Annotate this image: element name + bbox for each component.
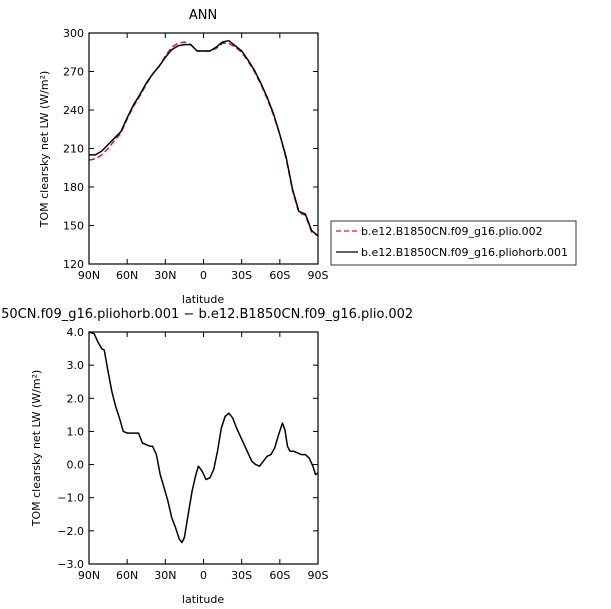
y-tick-label: 120	[63, 258, 84, 271]
x-tick-label: 0	[200, 269, 207, 282]
x-tick-label: 60N	[116, 269, 138, 282]
x-tick-label: 60S	[269, 569, 290, 582]
y-tick-label: −3.0	[57, 558, 84, 571]
legend-label-plio: b.e12.B1850CN.f09_g16.plio.002	[361, 225, 543, 238]
x-tick-label: 90N	[78, 269, 100, 282]
x-tick-label: 60N	[116, 569, 138, 582]
x-tick-label: 90N	[78, 569, 100, 582]
legend: b.e12.B1850CN.f09_g16.plio.002 b.e12.B18…	[330, 220, 577, 266]
y-tick-label: 270	[63, 66, 84, 79]
legend-label-pliohorb: b.e12.B1850CN.f09_g16.pliohorb.001	[361, 246, 568, 259]
x-axis-label: latitude	[182, 593, 224, 606]
series-line-1	[89, 39, 319, 237]
x-tick-label: 30N	[154, 569, 176, 582]
x-axis-label: latitude	[182, 293, 224, 306]
y-tick-label: 4.0	[67, 326, 85, 339]
y-tick-label: 3.0	[67, 359, 85, 372]
plot-frame	[88, 331, 319, 565]
y-tick-label: 150	[63, 220, 84, 233]
y-tick-label: 180	[63, 181, 84, 194]
series-line-0	[88, 331, 319, 544]
y-tick-label: 300	[63, 27, 84, 40]
y-tick-label: 210	[63, 143, 84, 156]
x-tick-label: 60S	[269, 269, 290, 282]
y-tick-label: −2.0	[57, 525, 84, 538]
series-line-0	[88, 41, 319, 237]
y-tick-label: −1.0	[57, 492, 84, 505]
x-tick-label: 90S	[308, 569, 329, 582]
difference-title: 350CN.f09_g16.pliohorb.001 − b.e12.B1850…	[0, 307, 413, 322]
x-tick-label: 90S	[308, 269, 329, 282]
y-tick-label: 2.0	[67, 392, 85, 405]
series-lines	[88, 39, 319, 237]
x-tick-label: 30N	[154, 269, 176, 282]
tick-labels: 90N 60N 30N 0 30S 60S 90S 120 150 180 210 240 270 300	[63, 27, 329, 282]
x-tick-label: 0	[200, 569, 207, 582]
tick-marks	[88, 331, 319, 565]
x-tick-label: 30S	[231, 269, 252, 282]
legend-box	[330, 220, 577, 266]
y-axis-label: TOM clearsky net LW (W/m²)	[30, 370, 43, 528]
y-axis-label: TOM clearsky net LW (W/m²)	[38, 71, 51, 229]
y-tick-label: 0.0	[67, 459, 85, 472]
y-tick-label: 240	[63, 104, 84, 117]
y-tick-label: 1.0	[67, 425, 85, 438]
chart-title: ANN	[189, 8, 217, 23]
panel-bottom: 350CN.f09_g16.pliohorb.001 − b.e12.B1850…	[0, 307, 413, 606]
tick-labels: 90N 60N 30N 0 30S 60S 90S −3.0 −2.0 −1.0 0.0 1.0 2.0…	[57, 326, 328, 582]
plot-frame	[88, 32, 319, 265]
series-lines	[88, 331, 319, 544]
panel-top: ANN latitude TOM clearsky net LW (W/m²) …	[38, 8, 577, 306]
x-tick-label: 30S	[231, 569, 252, 582]
